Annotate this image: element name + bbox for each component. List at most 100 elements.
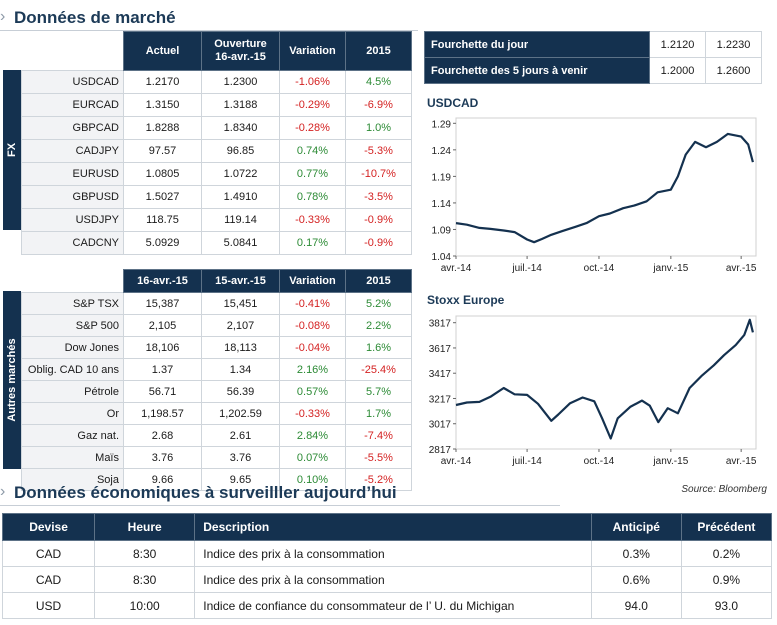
fx-ytd: 1.0% — [345, 116, 412, 140]
fx-actuel: 97.57 — [123, 139, 202, 163]
fx-variation: -1.06% — [279, 70, 346, 94]
section-rule — [0, 30, 418, 31]
eco-header-precedent: Précédent — [680, 513, 773, 541]
range-low: 1.2000 — [649, 57, 706, 84]
other-ytd: 1.7% — [345, 402, 412, 425]
eco-description: Indice des prix à la consommation — [194, 540, 592, 567]
fx-label: GBPUSD — [21, 185, 124, 209]
eco-anticipe: 0.6% — [590, 566, 682, 593]
y-tick-label: 3017 — [429, 420, 452, 431]
fx-actuel: 5.0929 — [123, 231, 202, 255]
fx-actuel: 1.5027 — [123, 185, 202, 209]
eco-heure: 10:00 — [94, 592, 196, 619]
fx-variation: -0.28% — [279, 116, 346, 140]
fx-row: GBPUSD 1.5027 1.4910 0.78% -3.5% — [21, 185, 412, 209]
y-tick-label: 1.24 — [432, 146, 452, 157]
eco-anticipe: 0.3% — [590, 540, 682, 567]
x-tick-label: janv.-15 — [652, 456, 688, 467]
eco-row: CAD 8:30 Indice des prix à la consommation… — [1, 540, 773, 567]
fx-header-ouverture: Ouverture 16-avr.-15 — [201, 31, 280, 71]
other-label: Dow Jones — [21, 336, 124, 359]
fx-row: EURUSD 1.0805 1.0722 0.77% -10.7% — [21, 162, 412, 186]
fx-ytd: -6.9% — [345, 93, 412, 117]
fx-actuel: 1.3150 — [123, 93, 202, 117]
other-d2: 56.39 — [201, 380, 280, 403]
source-note: Source: Bloomberg — [681, 484, 767, 495]
other-row: S&P TSX 15,387 15,451 -0.41% 5.2% — [21, 292, 412, 315]
eco-header-devise: Devise — [1, 513, 96, 541]
fx-variation: 0.74% — [279, 139, 346, 163]
fx-variation: 0.77% — [279, 162, 346, 186]
fx-ytd: -0.9% — [345, 208, 412, 232]
fx-row: CADJPY 97.57 96.85 0.74% -5.3% — [21, 139, 412, 163]
fx-label: EURCAD — [21, 93, 124, 117]
other-variation: -0.41% — [279, 292, 346, 315]
stoxx-chart: 2817 3017 3217 3417 3617 3817 avr.-14 juil.-14 o… — [429, 315, 757, 467]
y-tick-label: 2817 — [429, 445, 452, 456]
usdcad-chart: 1.04 1.09 1.14 1.19 1.24 1.29 avr.-14 juil.-14 o… — [432, 117, 757, 274]
other-d1: 3.76 — [123, 446, 202, 469]
other-d1: 15,387 — [123, 292, 202, 315]
range-table: Fourchette du jour 1.2120 1.2230 Fourche… — [424, 31, 762, 84]
fx-header-actuel: Actuel — [123, 31, 202, 71]
plot-area — [455, 117, 757, 257]
other-d1: 9.66 — [123, 468, 202, 491]
x-tick-label: oct.-14 — [584, 456, 615, 467]
fx-table: Actuel Ouverture 16-avr.-15 Variation 20… — [21, 31, 412, 255]
other-label: Pétrole — [21, 380, 124, 403]
section-title: Données économiques à surveilller aujour… — [14, 483, 397, 502]
range-label: Fourchette du jour — [424, 31, 650, 58]
other-d2: 9.65 — [201, 468, 280, 491]
fx-variation: 0.17% — [279, 231, 346, 255]
other-header-d2: 15-avr.-15 — [201, 269, 280, 293]
y-tick-label: 1.19 — [432, 172, 452, 183]
other-d1: 1,198.57 — [123, 402, 202, 425]
other-ytd: 5.7% — [345, 380, 412, 403]
fx-variation: -0.33% — [279, 208, 346, 232]
market-section-header: › Données de marché — [0, 5, 777, 31]
other-ytd: -7.4% — [345, 424, 412, 447]
eco-heure: 8:30 — [94, 566, 196, 593]
other-row: Or 1,198.57 1,202.59 -0.33% 1.7% — [21, 402, 412, 425]
fx-label: CADJPY — [21, 139, 124, 163]
x-tick-label: avr.-14 — [441, 456, 472, 467]
section-title: Données de marché — [14, 8, 176, 27]
other-header-2015: 2015 — [345, 269, 412, 293]
x-tick-label: juil.-14 — [511, 263, 542, 274]
other-d2: 1.34 — [201, 358, 280, 381]
chevron-right-icon: › — [0, 483, 6, 500]
eco-description: Indice de confiance du consommateur de l… — [194, 592, 592, 619]
other-row: Dow Jones 18,106 18,113 -0.04% 1.6% — [21, 336, 412, 359]
other-variation: 2.84% — [279, 424, 346, 447]
eco-header-anticipe: Anticipé — [590, 513, 682, 541]
other-ytd: 5.2% — [345, 292, 412, 315]
other-variation: -0.08% — [279, 314, 346, 337]
other-d1: 2,105 — [123, 314, 202, 337]
economic-section-header: › Données économiques à surveilller aujo… — [0, 480, 777, 506]
other-d2: 1,202.59 — [201, 402, 280, 425]
other-d2: 3.76 — [201, 446, 280, 469]
other-d2: 18,113 — [201, 336, 280, 359]
fx-label: GBPCAD — [21, 116, 124, 140]
other-side-label: Autres marchés — [3, 291, 21, 469]
fx-label: CADCNY — [21, 231, 124, 255]
fx-label: EURUSD — [21, 162, 124, 186]
eco-devise: CAD — [1, 540, 96, 567]
other-row: Oblig. CAD 10 ans 1.37 1.34 2.16% -25.4% — [21, 358, 412, 381]
other-row: Pétrole 56.71 56.39 0.57% 5.7% — [21, 380, 412, 403]
other-label: Gaz nat. — [21, 424, 124, 447]
other-ytd: 2.2% — [345, 314, 412, 337]
fx-label: USDCAD — [21, 70, 124, 94]
eco-row: CAD 8:30 Indice des prix à la consommation… — [1, 566, 773, 593]
other-markets-table: 16-avr.-15 15-avr.-15 Variation 2015 S&P… — [21, 269, 412, 491]
other-d2: 2,107 — [201, 314, 280, 337]
other-d1: 1.37 — [123, 358, 202, 381]
x-tick-label: juil.-14 — [511, 456, 542, 467]
series-line — [455, 132, 754, 244]
other-variation: -0.04% — [279, 336, 346, 359]
other-row: Maïs 3.76 3.76 0.07% -5.5% — [21, 446, 412, 469]
fx-ouverture: 5.0841 — [201, 231, 280, 255]
other-d1: 56.71 — [123, 380, 202, 403]
other-d1: 18,106 — [123, 336, 202, 359]
eco-heure: 8:30 — [94, 540, 196, 567]
